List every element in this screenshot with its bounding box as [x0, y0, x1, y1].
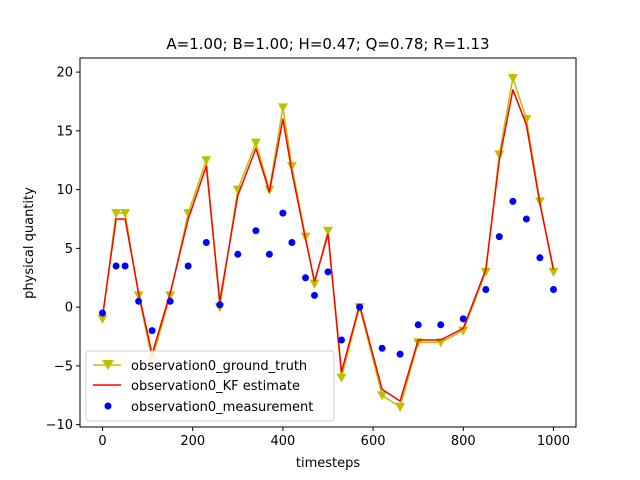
y-tick-label: −5 — [54, 359, 73, 374]
series-observation0-measurement — [99, 197, 557, 358]
data-point — [482, 286, 490, 293]
plot-frame — [79, 57, 577, 428]
chart-title: A=1.00; B=1.00; H=0.47; Q=0.78; R=1.13 — [166, 35, 489, 53]
data-point — [302, 274, 309, 282]
data-point-marker — [494, 150, 505, 160]
data-point-marker — [111, 209, 122, 219]
data-point-marker — [323, 226, 333, 236]
data-point — [252, 227, 260, 235]
series-line — [101, 88, 555, 402]
data-point — [396, 350, 404, 358]
legend-box — [85, 350, 335, 422]
data-point — [522, 215, 530, 223]
x-tick-label: 200 — [180, 434, 205, 449]
y-axis-title: physical quantity — [22, 187, 37, 299]
legend: observation0_ground_truth observation0_K… — [85, 350, 335, 422]
series-observation0-kf-estimate — [101, 88, 555, 402]
data-point-marker — [120, 209, 131, 219]
data-point — [356, 303, 364, 311]
y-tick-label: 0 — [65, 301, 73, 316]
x-tick-label: 0 — [98, 434, 106, 449]
data-point — [550, 286, 557, 293]
plot-layer — [97, 74, 559, 412]
data-point-marker — [377, 391, 388, 401]
x-axis-title: timesteps — [296, 456, 360, 471]
data-point — [135, 297, 143, 305]
legend-kf-estimate-label: observation0_KF estimate — [131, 379, 300, 394]
data-point — [437, 321, 445, 329]
y-tick-label: −10 — [46, 418, 73, 433]
legend-ground-truth-label: observation0_ground_truth — [131, 359, 307, 374]
x-axis-ticks: 0 200 400 600 800 1000 — [98, 427, 570, 449]
data-point — [279, 209, 287, 217]
data-point-marker — [97, 314, 108, 324]
data-point — [414, 321, 422, 329]
data-point-marker — [286, 162, 297, 172]
x-tick-label: 400 — [270, 434, 295, 449]
data-point — [166, 297, 174, 305]
data-point-marker — [309, 279, 320, 289]
y-tick-label: 15 — [56, 124, 73, 139]
data-point — [536, 254, 544, 262]
y-tick-label: 20 — [56, 66, 73, 81]
x-tick-label: 600 — [361, 434, 386, 449]
data-point — [495, 233, 503, 241]
data-point-marker — [395, 403, 406, 412]
data-point — [216, 301, 224, 309]
data-point-marker — [250, 138, 261, 148]
data-point — [324, 268, 332, 276]
data-point — [265, 250, 273, 258]
data-point — [378, 344, 386, 352]
data-point — [234, 250, 242, 258]
y-tick-label: 5 — [65, 242, 73, 257]
data-point-marker — [165, 291, 176, 301]
data-point — [184, 262, 192, 270]
y-axis-ticks: −10 −5 0 5 10 15 20 — [46, 66, 80, 433]
data-point — [148, 327, 156, 335]
data-point-marker — [277, 103, 288, 113]
legend-measurement-marker — [104, 402, 112, 410]
data-point — [288, 239, 296, 246]
legend-ground-truth-marker — [102, 360, 114, 370]
y-tick-label: 10 — [56, 183, 73, 198]
data-point — [202, 239, 210, 246]
data-point-marker — [480, 267, 491, 277]
data-point — [459, 315, 467, 323]
x-tick-label: 1000 — [537, 434, 570, 449]
data-point — [121, 262, 129, 270]
data-point-marker — [548, 267, 559, 277]
data-point-marker — [201, 156, 212, 166]
data-point — [99, 309, 106, 317]
data-point-marker — [336, 373, 347, 383]
data-point — [112, 262, 120, 270]
x-tick-label: 800 — [451, 434, 476, 449]
data-point — [311, 291, 318, 299]
data-point — [338, 336, 345, 344]
data-point — [509, 197, 517, 205]
legend-measurement-label: observation0_measurement — [131, 400, 313, 415]
data-point-marker — [507, 74, 518, 83]
